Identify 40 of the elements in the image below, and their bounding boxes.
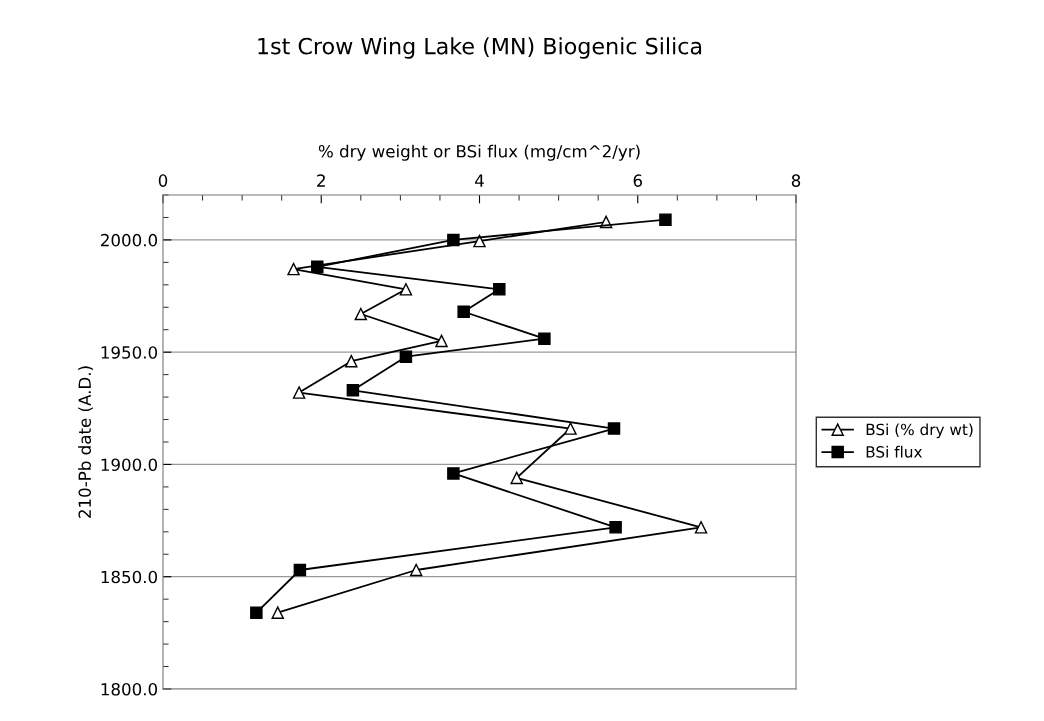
legend-label: BSi flux [866, 445, 923, 458]
y-tick-label: 1900.0 [101, 458, 158, 472]
point [293, 563, 307, 577]
y-axis-title: 210-Pb date (A.D.) [78, 366, 93, 518]
point [607, 422, 621, 435]
point [399, 283, 413, 296]
y-tick-label: 1800.0 [101, 682, 158, 696]
x-tick-label: 4 [475, 174, 484, 187]
point [538, 332, 551, 345]
point [447, 233, 460, 247]
point [447, 467, 460, 480]
chart-title: 1st Crow Wing Lake (MN) Biogenic Silica [258, 37, 702, 59]
point [694, 521, 708, 534]
y-tick-label: 1950.0 [101, 346, 158, 359]
x-tick-label: 2 [317, 174, 325, 187]
legend-label: BSi (% dry wt) [866, 423, 973, 439]
point [311, 260, 324, 274]
point [354, 307, 368, 321]
x-axis-title: % dry weight or BSi flux (mg/cm^2/yr) [318, 144, 640, 161]
y-tick-label: 1850.0 [101, 570, 158, 584]
point [345, 354, 358, 368]
point [493, 283, 506, 296]
point [473, 234, 486, 248]
x-tick-label: 0 [158, 174, 168, 187]
y-tick-label: 2000.0 [101, 233, 158, 247]
point [510, 471, 523, 485]
point [409, 563, 423, 577]
x-tick-label: 8 [791, 174, 801, 187]
point [250, 606, 263, 619]
point [435, 334, 448, 348]
point [659, 213, 672, 226]
point [564, 422, 577, 435]
point [399, 350, 413, 363]
point [271, 606, 284, 619]
point [609, 521, 622, 534]
point [287, 262, 300, 276]
point [457, 305, 470, 319]
point [292, 386, 306, 399]
point [346, 384, 360, 397]
x-tick-label: 6 [633, 174, 642, 187]
